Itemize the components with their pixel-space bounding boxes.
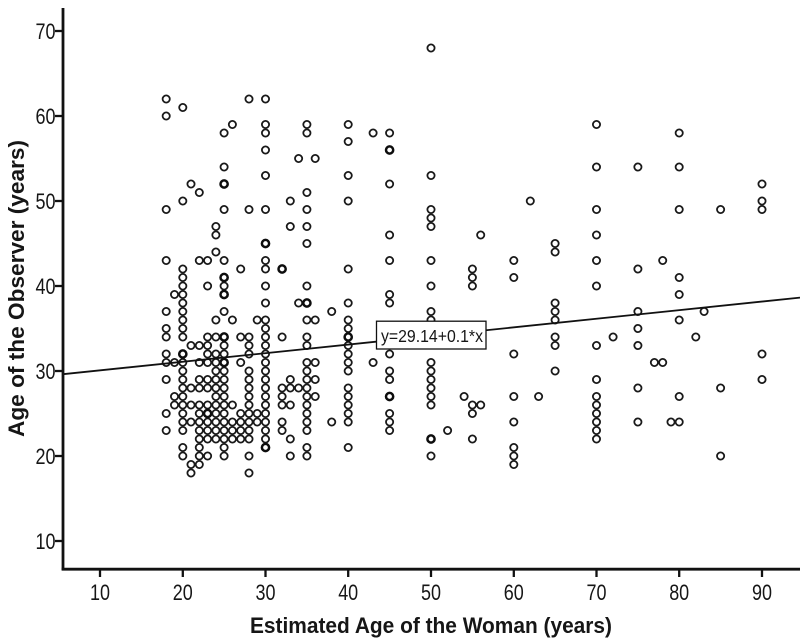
svg-text:50: 50 — [36, 189, 56, 214]
svg-text:10: 10 — [90, 580, 110, 605]
svg-text:80: 80 — [669, 580, 689, 605]
svg-text:30: 30 — [256, 580, 276, 605]
svg-text:70: 70 — [587, 580, 607, 605]
svg-text:40: 40 — [338, 580, 358, 605]
svg-text:Estimated Age of the Woman (ye: Estimated Age of the Woman (years) — [250, 613, 612, 638]
svg-text:90: 90 — [752, 580, 772, 605]
svg-text:10: 10 — [36, 529, 56, 554]
svg-text:60: 60 — [36, 104, 56, 129]
svg-text:70: 70 — [36, 19, 56, 44]
svg-text:30: 30 — [36, 359, 56, 384]
svg-text:20: 20 — [173, 580, 193, 605]
svg-text:60: 60 — [504, 580, 524, 605]
svg-text:40: 40 — [36, 274, 56, 299]
svg-text:y=29.14+0.1*x: y=29.14+0.1*x — [381, 326, 483, 346]
svg-text:Age of the Observer (years): Age of the Observer (years) — [4, 140, 29, 437]
svg-text:50: 50 — [421, 580, 441, 605]
svg-text:20: 20 — [36, 444, 56, 469]
